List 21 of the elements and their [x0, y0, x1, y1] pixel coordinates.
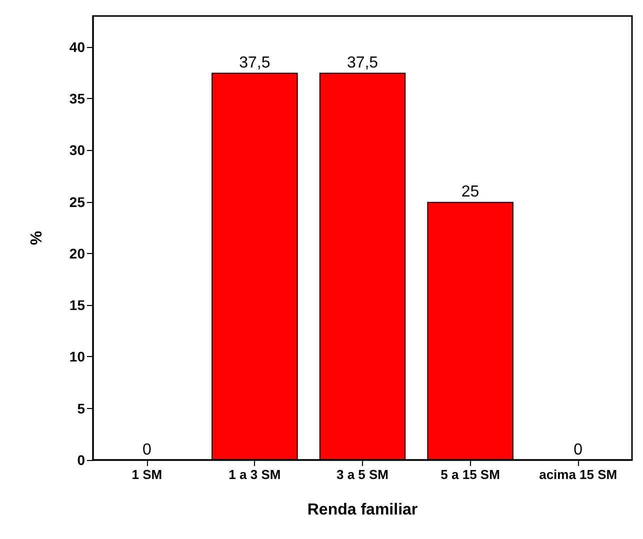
y-tick-label: 40: [69, 38, 86, 55]
data-label: 0: [142, 442, 152, 458]
y-tick-label: 35: [69, 90, 86, 107]
x-tick-label: 3 a 5 SM: [336, 467, 389, 482]
x-tick-label: acima 15 SM: [539, 467, 618, 482]
y-tick-label: 20: [69, 245, 86, 262]
x-tick-label: 5 a 15 SM: [440, 467, 500, 482]
x-tick-label: 1 SM: [132, 467, 162, 482]
y-tick-label: 25: [69, 194, 86, 210]
y-tick-label: 5: [77, 400, 86, 416]
y-tick-label: 15: [69, 297, 86, 314]
data-label: 0: [574, 442, 583, 458]
data-label: 37,5: [346, 54, 378, 72]
data-label: 37,5: [239, 54, 270, 72]
x-tick-label: 1 a 3 SM: [228, 467, 281, 482]
x-axis-title: Renda familiar: [307, 502, 418, 518]
y-tick-label: 30: [69, 142, 86, 158]
data-label: 25: [461, 183, 480, 200]
y-axis-title: %: [28, 230, 46, 246]
y-tick-label: 10: [69, 348, 86, 365]
y-tick-label: 0: [77, 452, 86, 468]
